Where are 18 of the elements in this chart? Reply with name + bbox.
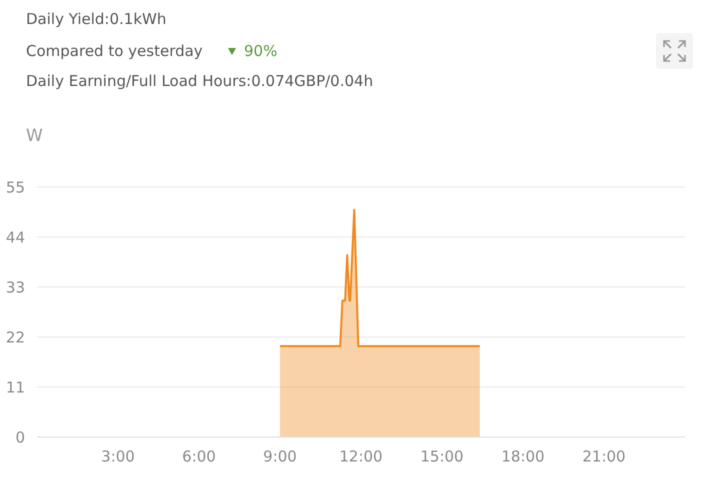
- x-tick-label: 3:00: [101, 448, 135, 466]
- text: 90%: [244, 42, 278, 60]
- x-tick-label: 9:00: [263, 448, 297, 466]
- x-tick-label: 12:00: [339, 448, 383, 466]
- text: Compared to yesterday: [26, 42, 203, 60]
- y-tick-label: 44: [6, 228, 25, 246]
- y-tick-label: 55: [6, 178, 25, 196]
- y-tick-label: 33: [6, 278, 25, 296]
- y-axis-title: W: [26, 126, 43, 146]
- y-tick-label: 11: [6, 378, 25, 396]
- x-tick-label: 6:00: [182, 448, 216, 466]
- x-tick-label: 18:00: [501, 448, 545, 466]
- text: Daily Earning/Full Load Hours:0.074GBP/0.04h: [26, 72, 374, 90]
- x-tick-label: 21:00: [582, 448, 626, 466]
- y-tick-label: 22: [6, 328, 25, 346]
- x-tick-label: 15:00: [420, 448, 464, 466]
- y-tick-label: 0: [15, 428, 25, 446]
- chart-title: Daily Yield:0.1kWh: [26, 10, 166, 28]
